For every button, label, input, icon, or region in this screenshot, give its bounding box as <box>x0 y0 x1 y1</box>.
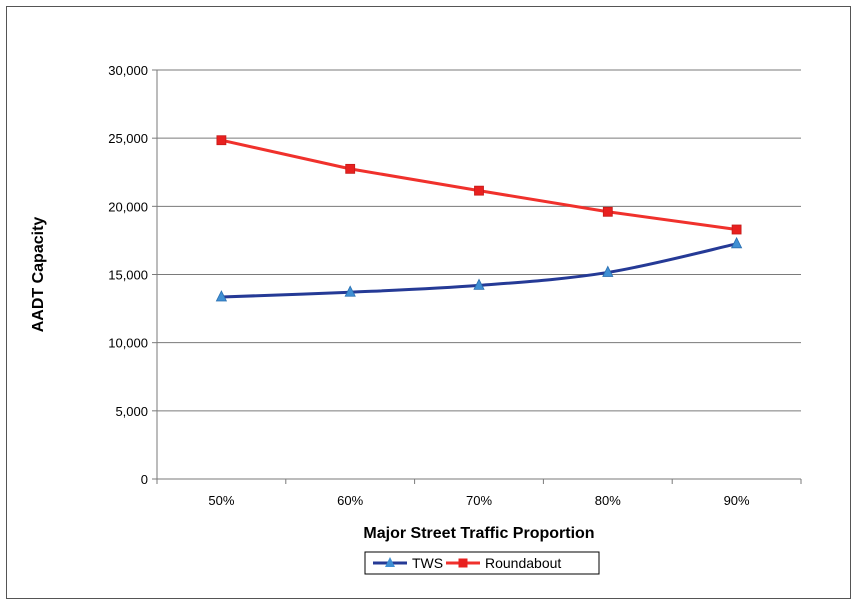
y-tick-label: 5,000 <box>115 404 148 419</box>
data-point-roundabout <box>731 224 742 235</box>
data-series <box>215 135 743 302</box>
x-axis-label: Major Street Traffic Proportion <box>363 525 594 542</box>
legend-marker-roundabout <box>458 558 468 568</box>
y-tick-label: 25,000 <box>108 131 148 146</box>
y-tick-label: 10,000 <box>108 336 148 351</box>
x-tick-label: 70% <box>466 493 492 508</box>
series-line-roundabout <box>221 138 737 231</box>
data-point-roundabout <box>216 135 227 146</box>
x-tick-label: 80% <box>595 493 621 508</box>
data-point-tws <box>215 290 228 302</box>
legend-box <box>364 551 600 575</box>
x-tick-label: 60% <box>337 493 363 508</box>
axes <box>152 69 802 484</box>
y-tick-label: 0 <box>141 472 148 487</box>
legend: TWS Roundabout <box>364 551 600 575</box>
data-point-tws <box>602 265 614 277</box>
legend-marker-tws <box>385 557 395 567</box>
data-point-tws <box>344 285 356 297</box>
y-tick-labels: 0 5,000 10,000 15,000 20,000 25,000 30,000 <box>108 63 148 487</box>
y-tick-label: 30,000 <box>108 63 148 78</box>
legend-label-tws: TWS <box>412 555 443 571</box>
data-point-roundabout <box>602 206 613 217</box>
x-tick-labels: 50% 60% 70% 80% 90% <box>208 493 750 508</box>
y-tick-label: 15,000 <box>108 268 148 283</box>
line-chart: 0 5,000 10,000 15,000 20,000 25,000 30,000 50%… <box>30 63 802 575</box>
data-point-tws <box>473 278 485 290</box>
data-point-roundabout <box>474 185 484 196</box>
chart-frame: 0 5,000 10,000 15,000 20,000 25,000 30,000 50%… <box>6 6 851 599</box>
data-point-roundabout <box>345 163 356 174</box>
x-tick-label: 50% <box>208 493 234 508</box>
x-tick-label: 90% <box>724 493 750 508</box>
data-point-tws <box>730 236 743 249</box>
legend-label-roundabout: Roundabout <box>485 555 561 571</box>
y-axis-label: AADT Capacity <box>30 217 47 333</box>
y-tick-label: 20,000 <box>108 199 148 214</box>
gridlines <box>157 69 801 412</box>
